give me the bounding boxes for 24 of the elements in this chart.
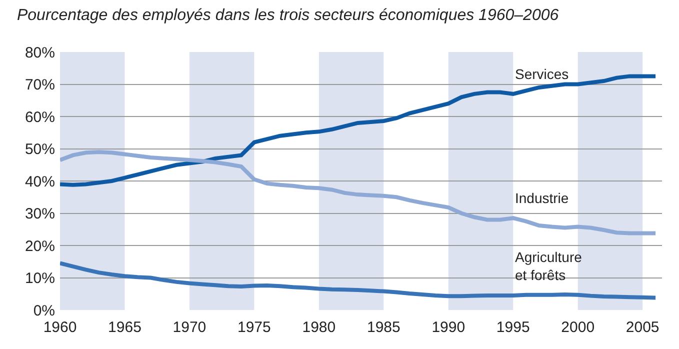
- x-tick-label: 1960: [43, 319, 77, 336]
- y-tick-label: 20%: [24, 238, 55, 255]
- x-tick-label: 1975: [238, 319, 271, 336]
- y-tick-label: 60%: [24, 108, 55, 126]
- series-label: Agriculture et forêts: [515, 249, 582, 284]
- x-tick-label: 2005: [626, 319, 660, 336]
- y-tick-label: 40%: [24, 173, 55, 190]
- chart-title: Pourcentage des employés dans les trois secteurs économiques 1960–2006: [16, 6, 559, 24]
- y-tick-label: 30%: [24, 206, 55, 222]
- y-tick-label: 10%: [24, 270, 55, 287]
- x-tick-label: 1985: [366, 319, 400, 336]
- y-tick-label: 50%: [24, 141, 55, 158]
- x-tick-label: 2000: [561, 319, 595, 336]
- y-tick-label: 0%: [33, 302, 55, 320]
- x-tick-label: 1980: [302, 319, 336, 336]
- series-label: Industrie: [515, 190, 569, 206]
- x-tick-label: 1990: [432, 319, 466, 336]
- y-tick-label: 80%: [24, 44, 55, 62]
- x-tick-label: 1970: [172, 319, 206, 336]
- x-tick-label: 1995: [496, 319, 530, 336]
- x-tick-label: 1965: [108, 319, 142, 336]
- series-label: Services: [515, 66, 569, 82]
- line-series: [60, 150, 658, 236]
- y-tick-label: 70%: [24, 76, 55, 94]
